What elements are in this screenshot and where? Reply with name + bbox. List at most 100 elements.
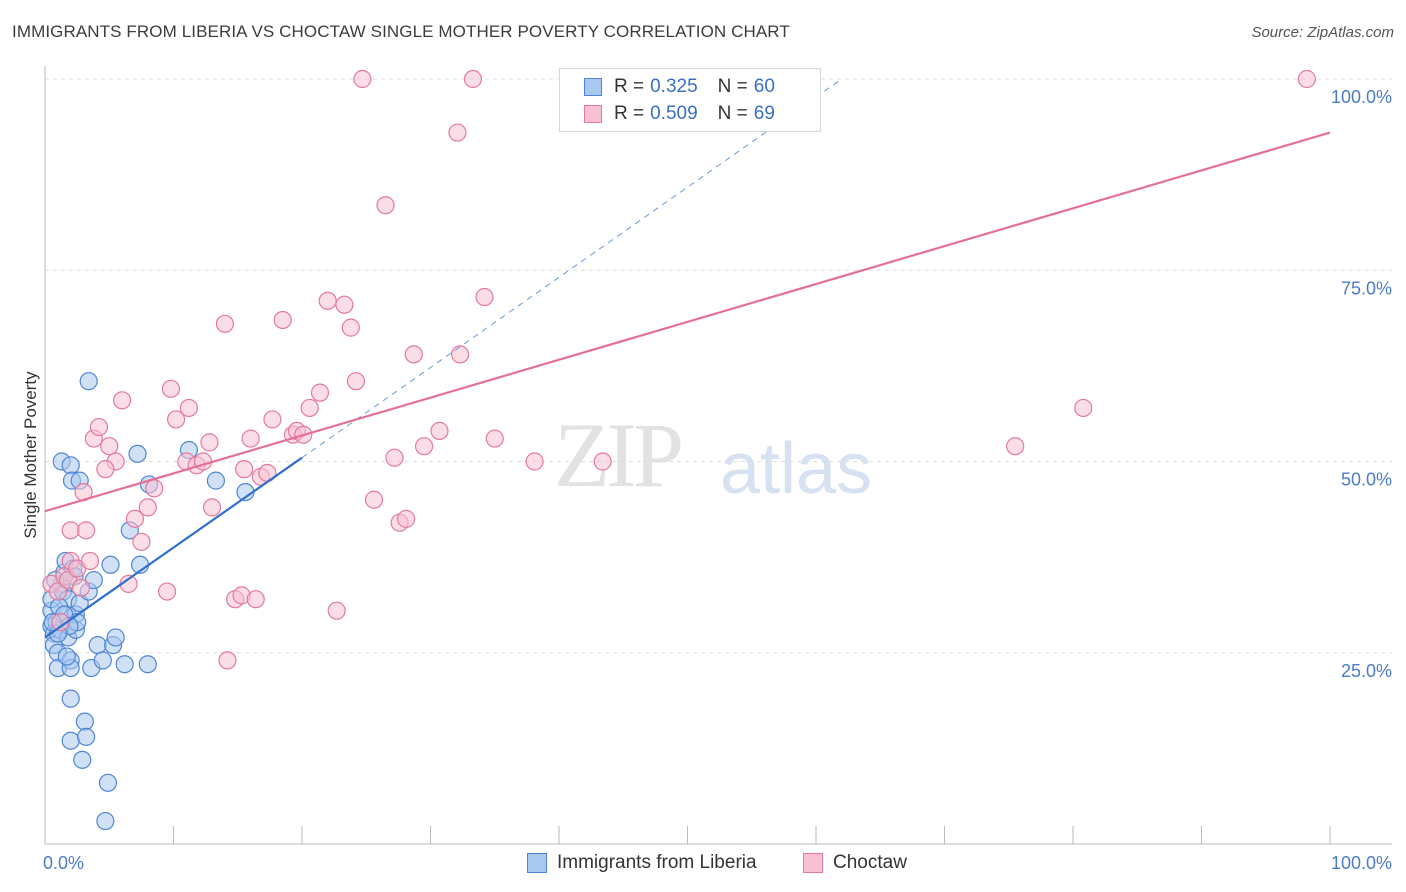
choctaw-point [77,521,96,540]
choctaw-point [430,421,449,440]
trend-layer [44,78,1331,639]
liberia-point [101,555,120,574]
choctaw-point [61,521,80,540]
choctaw-point [125,509,145,528]
y-tick-label-100: 100.0% [1331,87,1392,107]
liberia-point [115,655,134,674]
liberia-point [96,811,115,831]
choctaw-point [80,551,100,571]
liberia-point [57,647,76,666]
choctaw-point [215,314,234,333]
choctaw-point [318,291,337,310]
choctaw-point [112,391,132,410]
bottom-liberia-swatch [527,853,547,873]
choctaw-point [450,345,470,364]
choctaw-point [263,410,282,429]
liberia-trend-extension [301,78,842,459]
tick-label-layer: 25.0% 50.0% 75.0% 100.0% 0.0% 100.0% Single Mo… [21,87,1392,873]
liberia-point [128,444,147,463]
y-tick-label-25: 25.0% [1341,661,1392,681]
bottom-choctaw-label: Choctaw [833,852,907,873]
liberia-swatch [584,78,602,96]
choctaw-point [157,582,177,601]
choctaw-n-value: 69 [753,103,775,124]
y-tick-label-75: 75.0% [1341,278,1392,298]
bottom-liberia-label: Immigrants from Liberia [557,852,757,873]
chart-source: Source: ZipAtlas.com [1251,24,1394,41]
liberia-point [88,635,107,655]
choctaw-point [593,452,612,471]
choctaw-point [364,490,384,509]
liberia-point [206,471,226,490]
liberia-r-value: 0.325 [650,76,698,97]
choctaw-point [235,460,254,479]
choctaw-point [166,410,186,429]
choctaw-point [335,295,354,314]
legend-row-choctaw: R = 0.509 N = 69 [584,101,795,127]
choctaw-point [353,69,372,89]
choctaw-point [404,345,423,364]
choctaw-point [145,479,164,498]
choctaw-point [273,310,292,330]
choctaw-point [200,433,219,452]
y-axis-label: Single Mother Poverty [21,371,40,539]
choctaw-point [132,532,151,551]
liberia-point [75,712,94,731]
liberia-point [77,727,96,747]
choctaw-point [100,437,119,456]
liberia-point [93,651,112,670]
liberia-point [106,628,125,647]
choctaw-point [71,578,91,597]
choctaw-point [341,318,360,337]
choctaw-point [96,460,115,479]
choctaw-point [241,429,260,448]
points-layer [42,69,1316,831]
choctaw-point [1074,398,1093,418]
liberia-point [61,731,80,750]
choctaw-point [310,383,330,402]
correlation-legend: R = 0.325 N = 60 R = 0.509 N = 69 [559,68,821,132]
x-tick-label-0: 0.0% [43,853,84,873]
legend-row-liberia: R = 0.325 N = 60 [584,74,795,100]
bottom-legend-choctaw: Choctaw [803,852,907,874]
choctaw-point [525,452,544,471]
choctaw-point [179,398,199,418]
bottom-choctaw-swatch [803,853,823,873]
x-tick-label-100: 100.0% [1331,853,1392,873]
choctaw-point [346,372,366,391]
liberia-point [61,456,80,475]
choctaw-point [463,69,483,89]
choctaw-point [246,590,265,609]
choctaw-point [448,123,467,142]
liberia-point [61,689,80,708]
choctaw-point [327,601,346,620]
choctaw-point [51,613,70,632]
choctaw-point [138,498,157,517]
liberia-trend-line [44,456,303,639]
liberia-r-label: R = [614,76,645,97]
choctaw-point [414,437,434,456]
choctaw-n-label: N = [717,103,748,124]
choctaw-r-label: R = [614,103,645,124]
choctaw-swatch [584,105,602,123]
liberia-n-label: N = [717,76,748,97]
watermark-zip: ZIP [554,404,684,506]
liberia-point [73,750,92,769]
chart-title: IMMIGRANTS FROM LIBERIA VS CHOCTAW SINGL… [12,22,790,41]
choctaw-point [485,429,504,448]
choctaw-point [475,287,494,307]
choctaw-point [89,417,109,437]
choctaw-point [385,448,404,467]
choctaw-point [202,498,222,517]
choctaw-trend-line [44,131,1331,513]
choctaw-point [396,509,416,528]
choctaw-r-value: 0.509 [650,103,698,124]
choctaw-point [218,651,237,670]
y-tick-label-50: 50.0% [1341,470,1392,490]
watermark-atlas: atlas [720,429,873,509]
choctaw-point [376,196,395,215]
choctaw-point [1006,437,1025,456]
choctaw-point [161,379,181,398]
liberia-point [98,773,118,792]
